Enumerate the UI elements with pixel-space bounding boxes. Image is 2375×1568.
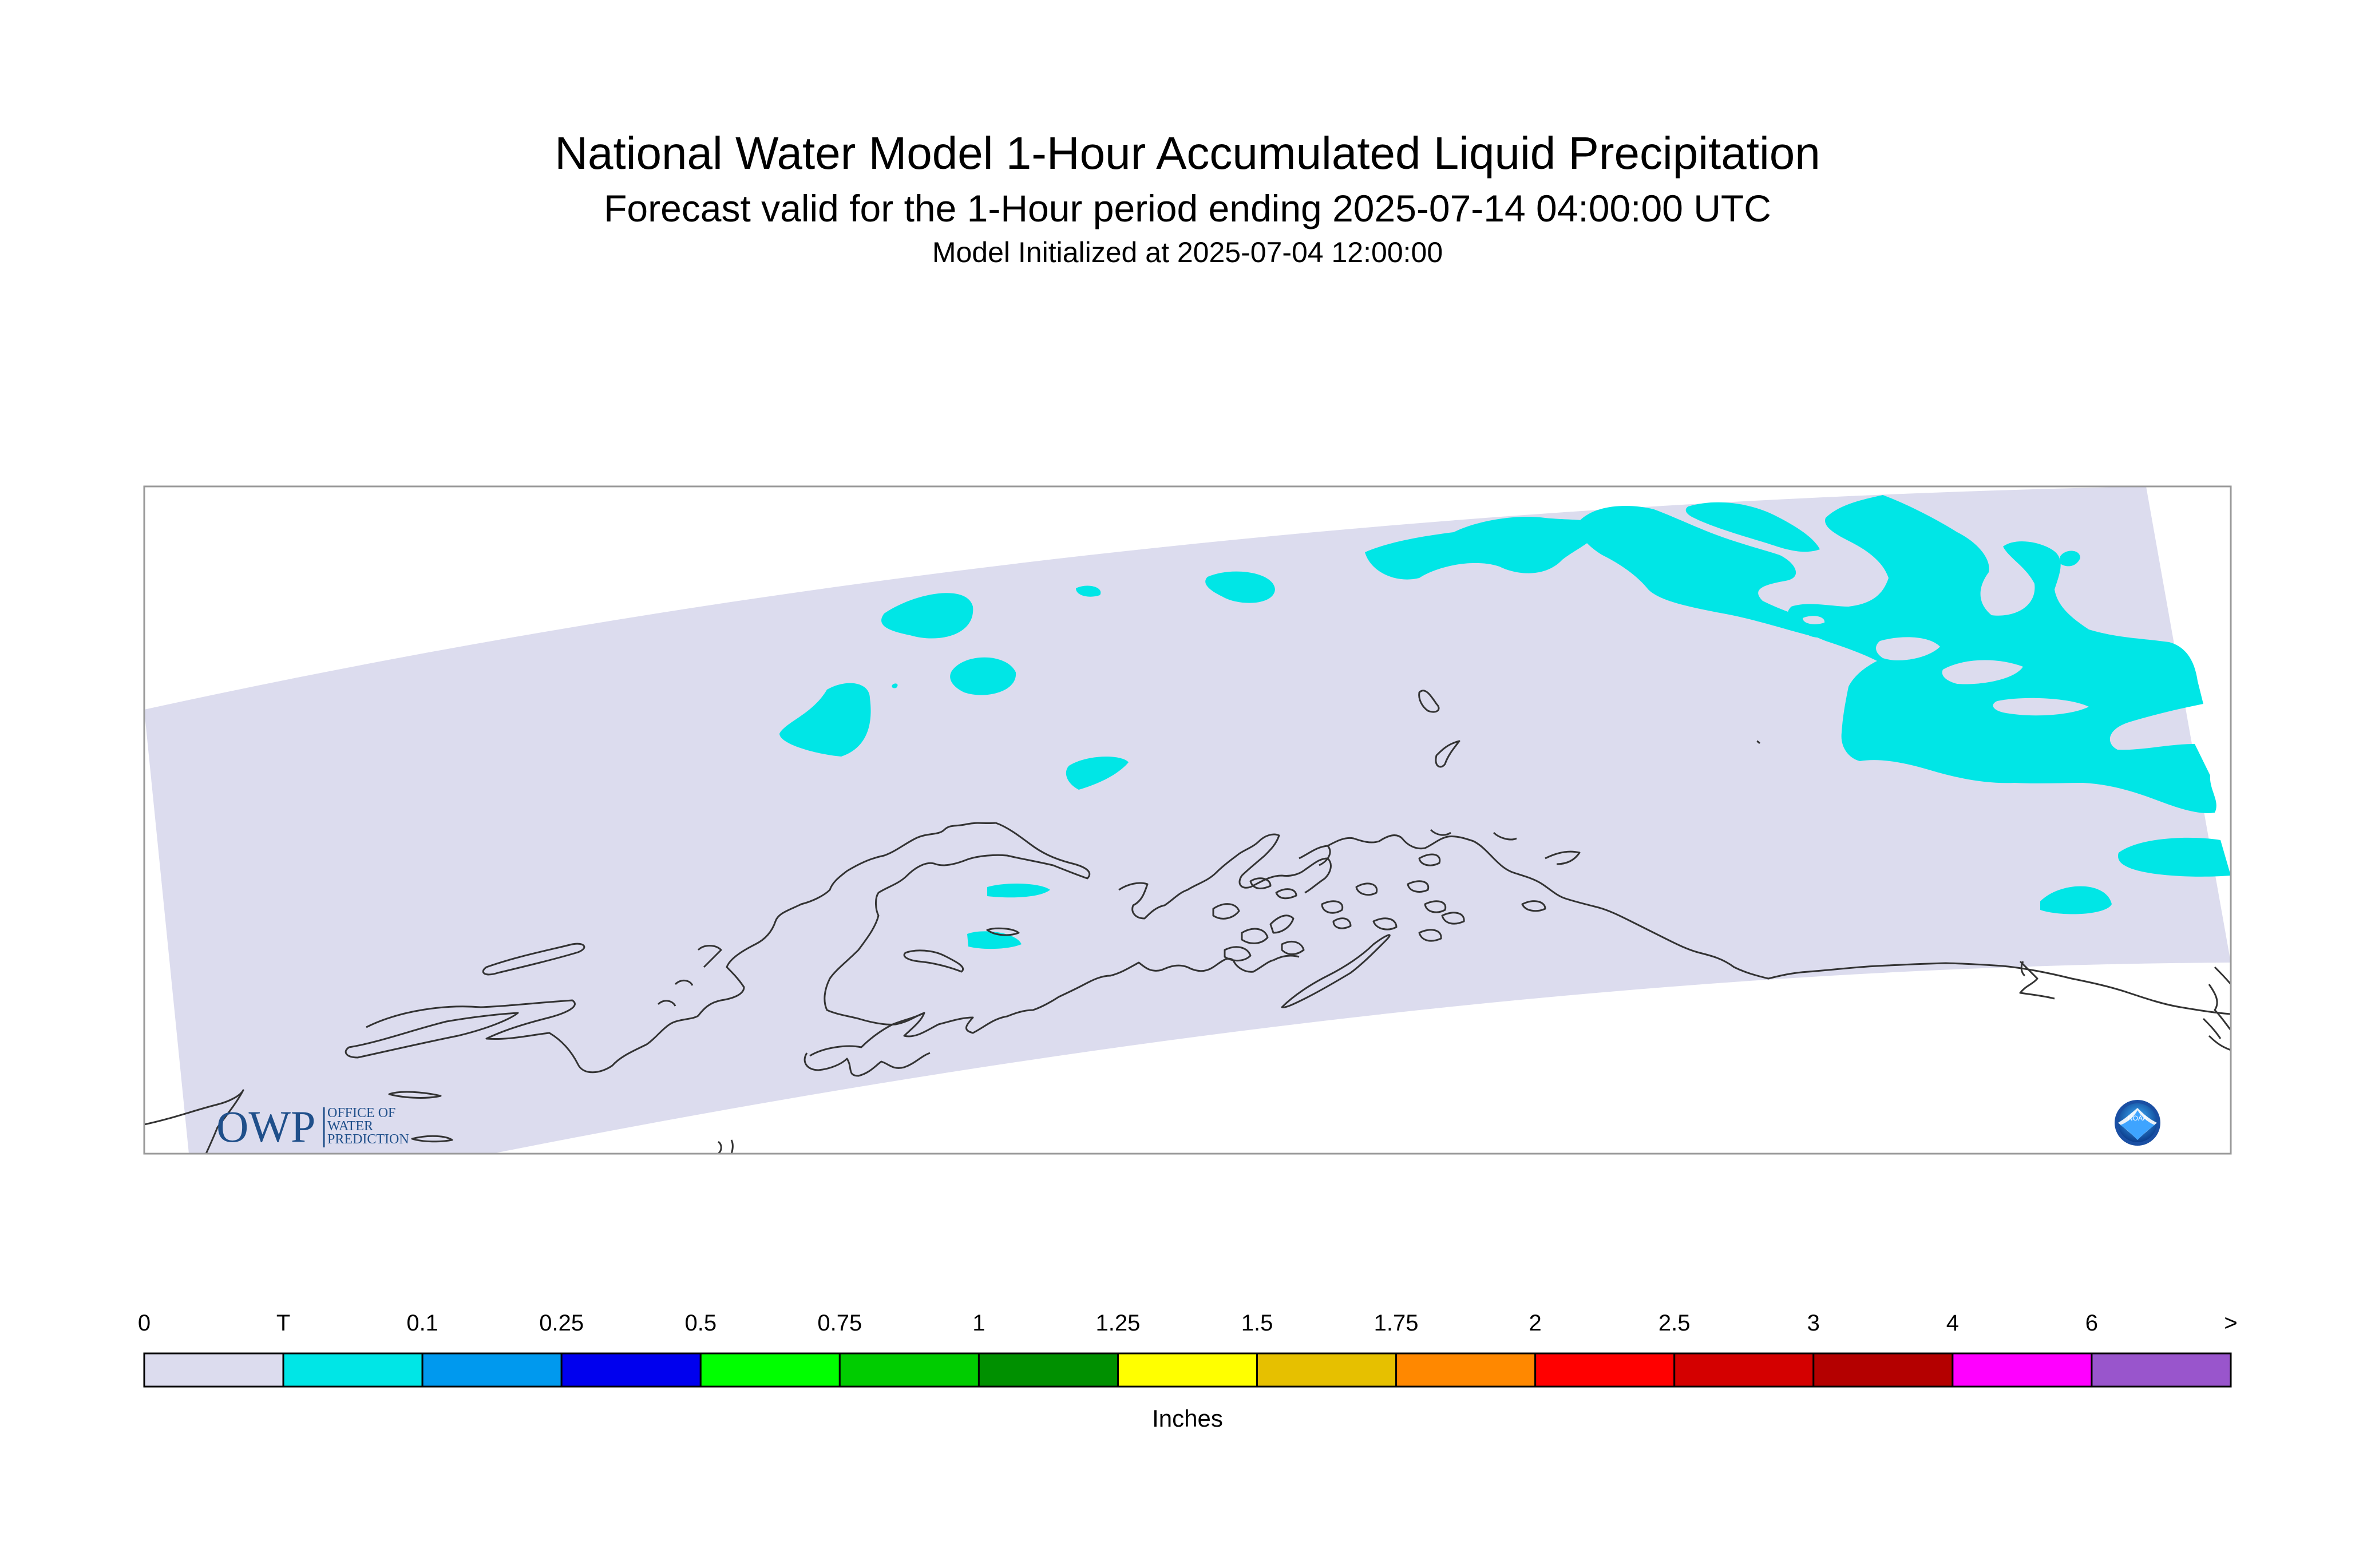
colorbar-box-12	[1812, 1352, 1954, 1388]
colorbar-box-9	[1395, 1352, 1537, 1388]
colorbar-box-3	[560, 1352, 702, 1388]
colorbar-box-2	[421, 1352, 563, 1388]
colorbar-box-4	[699, 1352, 841, 1388]
colorbar-box-11	[1673, 1352, 1815, 1388]
colorbar-label: 1	[972, 1310, 985, 1336]
colorbar-label: 1.25	[1095, 1310, 1141, 1336]
owp-mark: OWP	[216, 1102, 315, 1151]
colorbar-box-14	[2091, 1352, 2232, 1388]
map-title: National Water Model 1-Hour Accumulated …	[555, 128, 1820, 179]
map-subtitle: Forecast valid for the 1-Hour period end…	[604, 187, 1771, 229]
colorbar-label: 0.25	[539, 1310, 584, 1336]
map-frame	[143, 485, 2232, 1155]
colorbar-label: T	[276, 1310, 291, 1336]
colorbar-label: 0.75	[817, 1310, 862, 1336]
colorbar-box-10	[1534, 1352, 1676, 1388]
colorbar-box-6	[977, 1352, 1119, 1388]
owp-logo: OWP OFFICE OF WATER PREDICTION	[216, 1102, 409, 1151]
noaa-logo: NOAA	[2115, 1100, 2160, 1146]
colorbar-label: 4	[1946, 1310, 1959, 1336]
colorbar-box-7	[1117, 1352, 1258, 1388]
colorbar-units: Inches	[1152, 1405, 1223, 1432]
colorbar-label: >	[2224, 1310, 2238, 1336]
colorbar-box-1	[282, 1352, 423, 1388]
colorbar	[143, 1352, 2232, 1388]
colorbar-label: 0.5	[684, 1310, 717, 1336]
noaa-mark: NOAA	[2128, 1114, 2147, 1122]
owp-text-line-2: WATER	[327, 1119, 373, 1134]
colorbar-label: 2.5	[1658, 1310, 1691, 1336]
colorbar-label: 0.1	[406, 1310, 438, 1336]
colorbar-box-8	[1256, 1352, 1398, 1388]
coastlines	[144, 690, 2231, 1154]
colorbar-label: 6	[2085, 1310, 2099, 1336]
trace-precip-areas	[779, 495, 2231, 949]
colorbar-label: 2	[1529, 1310, 1542, 1336]
colorbar-label: 1.75	[1373, 1310, 1419, 1336]
owp-text-line-1: OFFICE OF	[327, 1106, 395, 1120]
colorbar-box-13	[1952, 1352, 2093, 1388]
colorbar-label: 3	[1807, 1310, 1820, 1336]
model-domain	[144, 486, 2231, 1154]
colorbar-label: 0	[137, 1310, 151, 1336]
colorbar-box-0	[143, 1352, 284, 1388]
colorbar-label: 1.5	[1241, 1310, 1273, 1336]
init-time: Model Initialized at 2025-07-04 12:00:00	[932, 236, 1443, 268]
owp-text-line-3: PREDICTION	[327, 1132, 409, 1147]
colorbar-box-5	[838, 1352, 980, 1388]
